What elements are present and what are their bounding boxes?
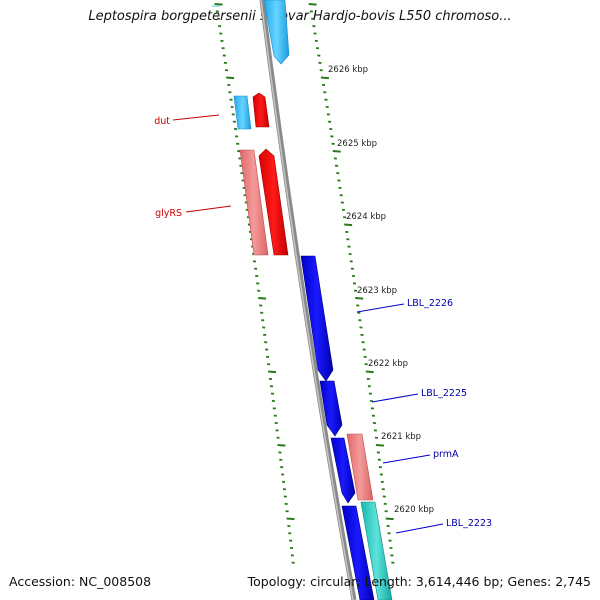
gene-feature-lbl-2223-teal[interactable] [360, 501, 393, 600]
gene-label-prma[interactable]: prmA [433, 449, 459, 460]
leader-glyrs [185, 205, 232, 213]
gene-feature-lbl-2225[interactable] [319, 380, 343, 437]
scale-tick-left-major [258, 297, 267, 300]
scale-tick-right-major [332, 150, 341, 153]
gene-label-glyrs[interactable]: glyRS [155, 208, 182, 219]
scale-label-2626: 2626 kbp [328, 65, 368, 75]
scale-labels: 2626 kbp 2625 kbp 2624 kbp 2623 kbp 2622… [328, 65, 434, 515]
gene-label-dut[interactable]: dut [154, 116, 170, 127]
right-scale-ticks [308, 3, 395, 564]
leader-lbl-2225 [371, 393, 419, 403]
chromosome-backbone-highlight [260, 0, 354, 600]
map-title: Leptospira borgpetersenii serovar Hardjo… [88, 9, 512, 24]
gene-feature-glyrs[interactable] [258, 148, 289, 256]
scale-tick-right-major [375, 444, 384, 447]
gene-labels: dut glyRS LBL_2226 LBL_2225 prmA LBL_222… [154, 116, 492, 529]
leader-lbl-2226 [356, 303, 405, 313]
scale-tick-left-major [226, 76, 235, 80]
leader-lbl-2223 [395, 523, 444, 534]
topology-text: Topology: circular; Length: 3,614,446 bp… [247, 574, 591, 589]
gene-feature-lbl-2223[interactable] [341, 505, 375, 600]
scale-tick-left-major [286, 517, 295, 521]
gene-feature-lbl-2226[interactable] [300, 255, 334, 382]
leader-dut [172, 114, 220, 121]
scale-tick-left-major [214, 3, 223, 6]
gene-features [212, 0, 393, 600]
scale-label-2620: 2620 kbp [394, 505, 434, 515]
scale-tick-right-major [344, 223, 353, 227]
scale-label-2625: 2625 kbp [337, 139, 377, 149]
scale-tick-right-major [308, 3, 317, 6]
scale-tick-right-major [385, 517, 394, 521]
gene-feature-glyrs-pink[interactable] [239, 149, 269, 256]
scale-label-2622: 2622 kbp [368, 359, 408, 369]
scale-tick-right-major [355, 297, 364, 300]
scale-tick-left-major [268, 370, 277, 374]
gene-feature-prma-pink[interactable] [346, 433, 374, 501]
chromosome-backbone [259, 0, 357, 600]
gene-label-lbl-2223[interactable]: LBL_2223 [446, 518, 492, 529]
scale-label-2623: 2623 kbp [357, 286, 397, 296]
scale-tick-right-major [365, 370, 374, 374]
gene-label-lbl-2226[interactable]: LBL_2226 [407, 298, 453, 309]
scale-label-2621: 2621 kbp [381, 432, 421, 442]
gene-feature-sky-top[interactable] [263, 0, 290, 65]
scale-tick-left-major [277, 444, 286, 447]
accession-text: Accession: NC_008508 [9, 574, 152, 589]
gene-feature-dut-sky[interactable] [233, 95, 252, 130]
gene-feature-prma[interactable] [330, 437, 356, 504]
scale-tick-right-major [320, 76, 329, 80]
gene-feature-dut[interactable] [252, 92, 270, 128]
left-scale-ticks [214, 3, 295, 564]
leader-prma [382, 454, 431, 464]
scale-label-2624: 2624 kbp [346, 212, 386, 222]
gene-label-leaders [172, 114, 444, 534]
gene-label-lbl-2225[interactable]: LBL_2225 [421, 388, 467, 399]
